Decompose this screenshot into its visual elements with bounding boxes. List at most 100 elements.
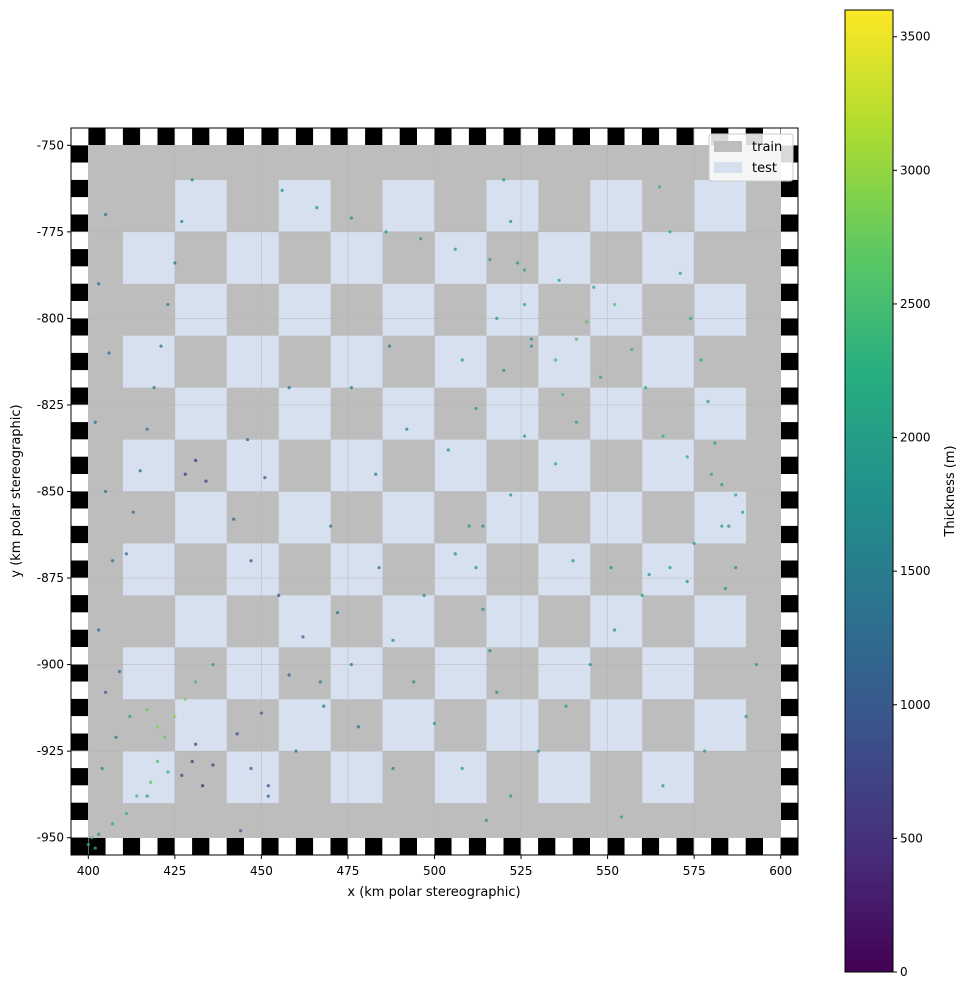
test-block xyxy=(642,231,695,284)
x-tick-label: 550 xyxy=(596,864,619,878)
border-cell xyxy=(572,838,590,855)
border-cell xyxy=(71,560,88,578)
test-block xyxy=(642,439,695,492)
border-cell xyxy=(503,838,521,855)
data-point xyxy=(536,749,540,753)
data-point xyxy=(374,472,378,476)
test-block xyxy=(174,491,227,544)
test-block xyxy=(330,647,383,700)
border-cell xyxy=(261,128,279,145)
border-cell xyxy=(71,768,88,786)
data-point xyxy=(266,794,270,798)
test-block xyxy=(122,751,175,804)
data-point xyxy=(557,278,561,282)
border-cell xyxy=(71,612,88,630)
border-cell xyxy=(781,681,798,699)
legend-swatch-test xyxy=(714,162,742,173)
border-cell xyxy=(71,820,88,838)
data-point xyxy=(706,399,710,404)
border-cell xyxy=(122,838,141,855)
border-cell xyxy=(71,733,88,751)
test-block xyxy=(434,335,487,388)
test-block xyxy=(382,491,435,544)
border-cell xyxy=(641,838,660,855)
data-point xyxy=(180,773,184,777)
test-block xyxy=(330,439,383,492)
data-point xyxy=(585,320,589,324)
border-cell xyxy=(434,838,452,855)
y-tick-label: -825 xyxy=(37,398,64,412)
legend-label-train: train xyxy=(752,140,782,155)
test-block xyxy=(122,439,175,492)
data-point xyxy=(301,635,305,639)
border-cell xyxy=(71,370,88,388)
border-cell xyxy=(71,525,88,544)
x-axis-ticks: 400 425 450 475 500 525 550 575 600 xyxy=(77,855,792,878)
data-point xyxy=(727,524,731,528)
test-block xyxy=(486,699,539,752)
test-block xyxy=(538,439,591,492)
test-block xyxy=(174,283,227,336)
data-point xyxy=(110,559,115,563)
data-point xyxy=(619,815,624,819)
x-tick-label: 600 xyxy=(769,864,792,878)
data-point xyxy=(356,725,360,729)
data-point xyxy=(560,392,565,397)
data-point xyxy=(159,344,163,348)
border-cell xyxy=(781,456,798,474)
border-cell xyxy=(140,838,158,855)
border-cell xyxy=(330,128,348,145)
border-cell xyxy=(244,128,262,145)
data-point xyxy=(211,662,215,667)
border-cell xyxy=(347,838,366,855)
border-cell xyxy=(781,197,798,215)
data-point xyxy=(152,386,156,390)
test-block xyxy=(486,179,539,232)
border-cell xyxy=(88,838,106,855)
data-point xyxy=(554,462,558,466)
border-cell xyxy=(71,439,88,457)
data-point xyxy=(419,237,423,241)
data-point xyxy=(502,368,506,372)
y-axis-ticks: -750 -775 -800 -825 -850 -875 -900 -925 -950 xyxy=(37,138,71,845)
test-block xyxy=(382,595,435,648)
border-cell xyxy=(468,838,487,855)
border-cell xyxy=(781,387,798,405)
data-point xyxy=(194,742,198,746)
border-cell xyxy=(781,301,798,319)
border-cell xyxy=(399,128,417,145)
border-cell xyxy=(71,595,88,613)
colorbar-label: Thickness (m) xyxy=(943,445,958,537)
data-point xyxy=(287,673,291,677)
border-cell xyxy=(763,838,781,855)
border-cell xyxy=(71,647,88,665)
border-cell xyxy=(140,128,158,145)
data-point xyxy=(266,784,270,788)
data-point xyxy=(104,212,108,217)
data-point xyxy=(173,714,177,719)
data-point xyxy=(588,662,592,667)
data-point xyxy=(97,282,101,286)
test-block xyxy=(226,751,279,804)
border-cell xyxy=(399,838,417,855)
data-point xyxy=(432,721,437,726)
border-cell xyxy=(486,128,504,145)
border-cell xyxy=(71,231,88,250)
data-point xyxy=(640,593,644,597)
data-point xyxy=(124,552,128,556)
test-block xyxy=(382,179,435,232)
data-point xyxy=(744,714,748,719)
colorbar-tick-label: 1000 xyxy=(900,698,931,712)
test-block xyxy=(226,439,279,492)
data-point xyxy=(460,358,464,362)
data-point xyxy=(522,302,527,307)
data-point xyxy=(155,759,160,764)
data-point xyxy=(145,794,149,798)
data-point xyxy=(509,219,513,224)
data-point xyxy=(263,476,267,480)
data-point xyxy=(135,794,139,798)
data-point xyxy=(200,784,205,788)
test-block xyxy=(174,699,227,752)
data-point xyxy=(474,566,478,570)
test-block xyxy=(694,283,747,336)
